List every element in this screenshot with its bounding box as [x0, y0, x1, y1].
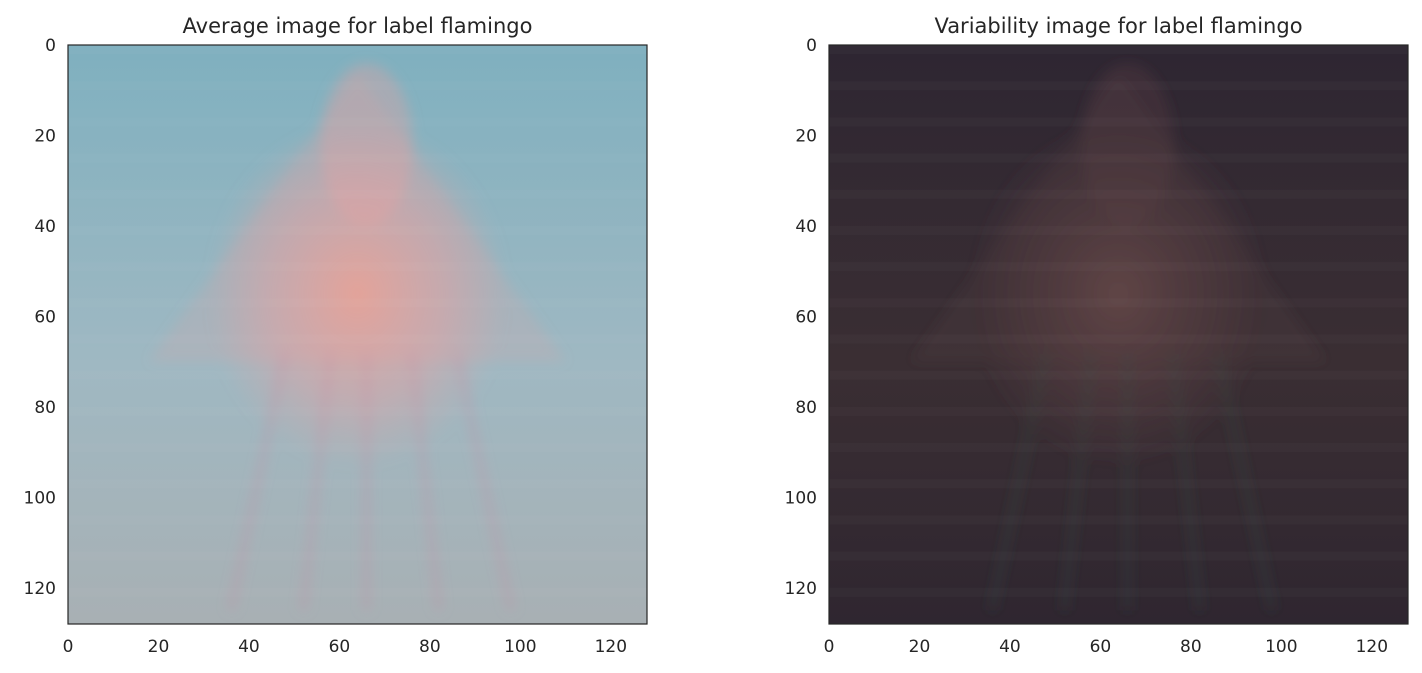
average-image-x-tick-label: 80 [419, 637, 441, 657]
average-image-y-tick-label: 80 [34, 398, 56, 418]
variability-image-x-tick-label: 120 [1356, 637, 1388, 657]
variability-image-x-tick-label: 20 [909, 637, 931, 657]
variability-image-y-tick-label: 0 [806, 36, 817, 56]
average-image-x-tick-label: 120 [595, 637, 627, 657]
average-image-x-tick-label: 60 [329, 637, 351, 657]
variability-image-y-tick-label: 120 [785, 579, 817, 599]
variability-image-x-tick-label: 80 [1180, 637, 1202, 657]
average-image-title: Average image for label flamingo [183, 14, 533, 38]
average-image-pixels [68, 45, 647, 624]
variability-image-x-tick-label: 0 [824, 637, 835, 657]
variability-image-x-tick-label: 100 [1265, 637, 1297, 657]
average-image-frame [67, 44, 648, 625]
average-image-y-tick-label: 0 [45, 36, 56, 56]
average-image-y-tick-label: 60 [34, 307, 56, 327]
variability-image-y-tick-label: 40 [795, 217, 817, 237]
variability-image-y-tick-label: 60 [795, 307, 817, 327]
average-image-panel: Average image for label flamingo 0 20 40 60 8… [24, 14, 648, 657]
average-image-x-tick-label: 40 [238, 637, 260, 657]
average-image-y-tick-label: 20 [34, 126, 56, 146]
average-image-y-tick-label: 40 [34, 217, 56, 237]
variability-image-frame [828, 44, 1409, 625]
variability-image-x-tick-label: 60 [1090, 637, 1112, 657]
variability-image-panel: Variability image for label flamingo 0 20 4… [785, 14, 1409, 657]
average-image-y-tick-label: 100 [24, 488, 56, 508]
average-image-y-tick-label: 120 [24, 579, 56, 599]
variability-image-y-tick-label: 80 [795, 398, 817, 418]
variability-image-title: Variability image for label flamingo [934, 14, 1302, 38]
variability-image-pixels [829, 45, 1408, 624]
average-image-x-tick-label: 20 [148, 637, 170, 657]
average-image-x-tick-label: 100 [504, 637, 536, 657]
variability-image-y-tick-label: 100 [785, 488, 817, 508]
average-image-x-tick-label: 0 [63, 637, 74, 657]
variability-image-y-tick-label: 20 [795, 126, 817, 146]
variability-image-x-tick-label: 40 [999, 637, 1021, 657]
